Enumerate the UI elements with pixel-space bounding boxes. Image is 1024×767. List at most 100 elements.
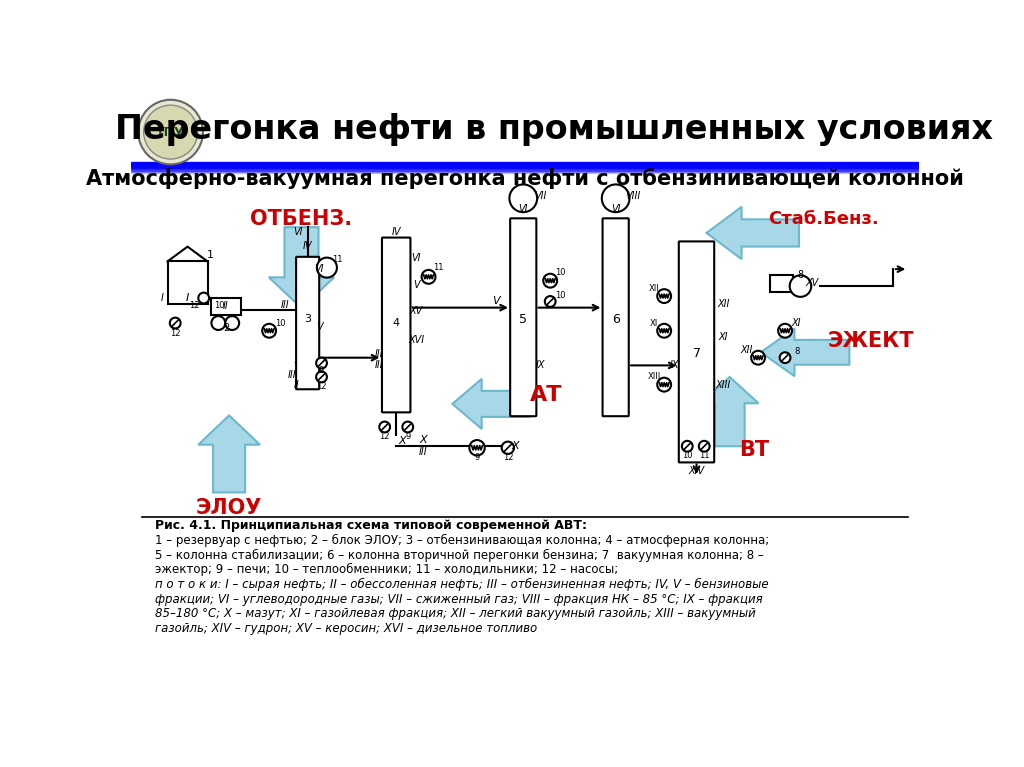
Text: XI: XI [792,318,802,328]
Text: III: III [375,349,384,359]
Text: эжектор; 9 – печи; 10 – теплообменники; 11 – холодильники; 12 – насосы;: эжектор; 9 – печи; 10 – теплообменники; … [156,563,618,576]
Circle shape [602,184,630,212]
Polygon shape [761,328,849,376]
Text: V: V [315,322,323,332]
Text: V: V [413,279,420,289]
Polygon shape [700,377,759,446]
Text: III: III [419,447,427,457]
Text: Рис. 4.1. Принципиальная схема типовой современной АВТ:: Рис. 4.1. Принципиальная схема типовой с… [156,519,587,532]
Text: XII: XII [740,345,753,355]
Circle shape [316,357,327,368]
Text: ТПУ: ТПУ [157,126,185,139]
Text: 10: 10 [214,301,224,310]
Text: 12: 12 [316,382,327,390]
Circle shape [379,422,390,433]
Text: 9: 9 [318,367,325,375]
Text: фракции; VI – углеводородные газы; VII – сжиженный газ; VIII – фракция НК – 85 °: фракции; VI – углеводородные газы; VII –… [156,593,763,605]
Text: IV: IV [303,241,312,251]
Circle shape [143,105,198,159]
Text: ВТ: ВТ [739,440,769,460]
Text: п о т о к и: I – сырая нефть; II – обессоленная нефть; III – отбензиненная нефть: п о т о к и: I – сырая нефть; II – обесс… [156,578,769,591]
Text: XV: XV [806,278,818,288]
Text: VI: VI [294,227,303,237]
Text: 12: 12 [380,432,390,441]
Text: 8: 8 [794,347,800,356]
Circle shape [778,324,792,337]
FancyBboxPatch shape [602,219,629,416]
Polygon shape [707,207,799,259]
Bar [131,168,920,169]
Text: 1 – резервуар с нефтью; 2 – блок ЭЛОУ; 3 – отбензинивающая колонна; 4 – атмосфер: 1 – резервуар с нефтью; 2 – блок ЭЛОУ; 3… [156,534,769,547]
Text: IX: IX [536,360,545,370]
Text: VIII: VIII [625,191,640,201]
Circle shape [545,296,556,307]
FancyBboxPatch shape [510,219,537,416]
Circle shape [170,318,180,328]
Circle shape [502,442,514,454]
Text: XIV: XIV [688,466,705,476]
Polygon shape [199,416,260,492]
Circle shape [469,440,484,456]
Circle shape [657,324,671,337]
Text: АТ: АТ [530,384,562,405]
Text: XV: XV [410,307,423,317]
Bar [131,163,920,164]
Polygon shape [453,379,529,429]
Text: XVI: XVI [409,335,424,345]
Bar [211,298,241,315]
Text: X: X [398,436,407,446]
Circle shape [779,352,791,363]
Circle shape [402,422,413,433]
Bar [131,164,920,165]
Text: Атмосферно-вакуумная перегонка нефти с отбензинивающей колонной: Атмосферно-вакуумная перегонка нефти с о… [86,168,964,189]
Text: 2: 2 [223,323,229,333]
Bar [770,275,793,292]
Text: III: III [281,300,289,310]
Bar [131,171,920,172]
Text: II: II [223,301,229,311]
Text: 10: 10 [682,451,692,460]
Text: VII: VII [534,191,547,201]
Text: 9: 9 [406,432,411,441]
Text: 7: 7 [692,347,700,360]
Bar [131,169,920,170]
Text: Стаб.Бенз.: Стаб.Бенз. [768,210,879,228]
Text: 11: 11 [332,255,342,265]
Text: IV: IV [391,227,401,237]
FancyBboxPatch shape [679,242,714,463]
Text: 5: 5 [519,313,527,326]
Circle shape [698,441,710,452]
Text: V: V [493,297,500,307]
Circle shape [682,441,692,452]
Text: VI: VI [314,264,324,274]
Circle shape [752,351,765,364]
Text: 85–180 °С; X – мазут; XI – газойлевая фракция; XII – легкий вакуумный газойль; X: 85–180 °С; X – мазут; XI – газойлевая фр… [156,607,756,621]
Circle shape [790,275,811,297]
Text: XII: XII [717,299,730,309]
Text: 10: 10 [555,291,565,300]
Circle shape [657,289,671,303]
Text: 12: 12 [189,301,200,310]
Text: 3: 3 [304,314,311,324]
Circle shape [211,316,225,330]
FancyBboxPatch shape [296,257,319,390]
Text: I: I [161,293,164,303]
Text: 5 – колонна стабилизации; 6 – колонна вторичной перегонки бензина; 7  вакуумная : 5 – колонна стабилизации; 6 – колонна вт… [156,548,764,561]
Text: 12: 12 [170,328,180,337]
Text: 12: 12 [503,453,513,462]
Polygon shape [268,227,334,308]
Text: IX: IX [670,360,680,370]
Text: 10: 10 [275,318,286,328]
Text: 11: 11 [433,263,443,272]
Text: 10: 10 [555,268,565,278]
Text: VI: VI [412,252,421,262]
Circle shape [262,324,276,337]
Bar [131,166,920,167]
Circle shape [316,258,337,278]
Text: ОТБЕНЗ.: ОТБЕНЗ. [251,209,352,229]
Text: VI: VI [518,204,528,214]
Text: XI: XI [650,318,658,328]
Circle shape [544,274,557,288]
Text: XIII: XIII [647,373,660,381]
Text: ЭЖЕКТ: ЭЖЕКТ [828,331,914,351]
